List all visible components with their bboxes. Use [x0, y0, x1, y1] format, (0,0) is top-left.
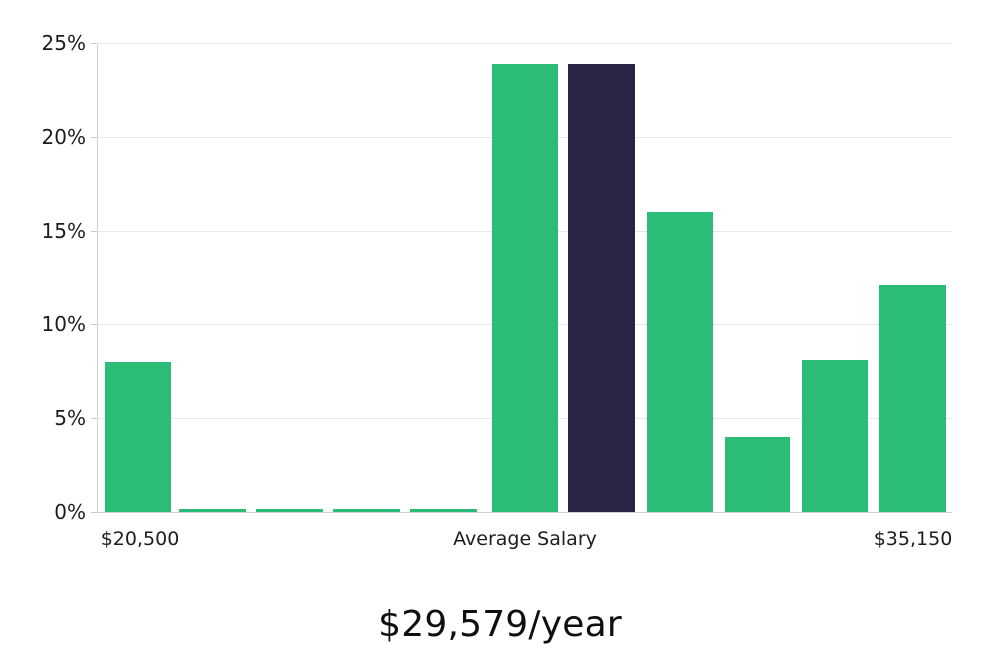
y-tick-label: 20% — [41, 124, 86, 149]
bar[interactable] — [256, 509, 323, 512]
y-tick-label: 5% — [54, 406, 86, 431]
bar[interactable] — [879, 285, 946, 512]
y-tick-mark — [91, 136, 97, 138]
y-tick-mark — [91, 512, 97, 513]
bar[interactable] — [105, 361, 171, 512]
x-axis-label-right: $35,150 — [873, 528, 953, 550]
bar[interactable] — [410, 509, 477, 512]
bar[interactable] — [725, 436, 790, 512]
y-tick-mark — [91, 43, 97, 44]
average-salary-caption: $29,579/year — [378, 604, 622, 645]
bar[interactable] — [802, 360, 868, 512]
bar[interactable] — [647, 211, 713, 512]
y-tick-mark — [91, 418, 97, 420]
y-tick-label: 15% — [41, 218, 86, 243]
bar[interactable] — [492, 63, 558, 512]
x-axis-title: Average Salary — [453, 528, 597, 550]
y-tick-label: 0% — [54, 500, 86, 524]
y-axis-tick-labels: 0% 5% 10% 15% 20% 25% — [0, 31, 86, 524]
y-axis-line — [97, 43, 98, 513]
plot-area — [91, 43, 952, 513]
y-tick-label: 25% — [41, 31, 86, 55]
gridline-25% — [97, 43, 952, 44]
y-tick-label: 10% — [41, 312, 86, 337]
bar-highlighted[interactable] — [568, 63, 635, 512]
x-axis-label-left: $20,500 — [100, 528, 180, 550]
bar[interactable] — [179, 509, 246, 512]
y-tick-mark — [91, 230, 97, 232]
x-axis-line — [97, 512, 952, 513]
bar[interactable] — [333, 509, 400, 512]
y-tick-mark — [91, 324, 97, 326]
